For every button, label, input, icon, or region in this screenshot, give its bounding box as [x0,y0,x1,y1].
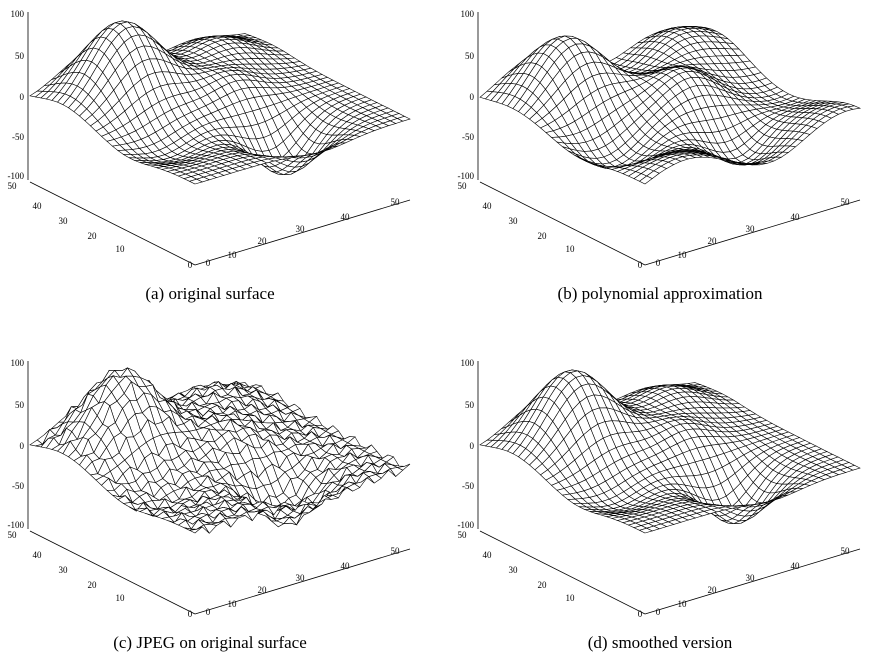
y-tick-label: 0 [188,260,193,270]
x-tick-label: 0 [206,607,211,617]
z-tick-label: -50 [12,481,24,491]
y-tick-label: 20 [538,580,548,590]
y-tick-label: 30 [509,216,519,226]
x-tick-label: 10 [678,599,688,609]
y-tick-label: 40 [33,201,43,211]
z-tick-label: 0 [20,92,25,102]
y-tick-label: 20 [88,231,98,241]
z-tick-label: -50 [462,481,474,491]
y-tick-label: 40 [483,550,493,560]
x-tick-label: 10 [678,250,688,260]
x-tick-label: 50 [841,197,851,207]
panel: 100500-50-1005040302010001020304050(c) J… [8,358,411,652]
z-tick-label: -50 [462,132,474,142]
panel: 100500-50-1005040302010001020304050(d) s… [458,358,861,652]
x-tick-label: 50 [391,197,401,207]
z-tick-label: 0 [470,441,475,451]
y-tick-label: 50 [458,181,468,191]
x-tick-label: 30 [296,573,306,583]
z-tick-label: -100 [8,171,25,181]
y-tick-label: 10 [116,593,126,603]
y-tick-label: 0 [638,609,643,619]
z-tick-label: 0 [20,441,25,451]
z-tick-label: 100 [461,358,475,368]
x-tick-label: 20 [258,236,268,246]
x-tick-label: 10 [228,250,238,260]
z-tick-label: 50 [15,51,25,61]
x-tick-label: 30 [296,224,306,234]
y-axis [30,531,195,614]
x-tick-label: 30 [746,573,756,583]
y-tick-label: 50 [8,530,18,540]
y-tick-label: 10 [116,244,126,254]
y-tick-label: 30 [509,565,519,575]
z-tick-label: 50 [15,400,25,410]
figure: 100500-50-1005040302010001020304050(a) o… [0,0,875,656]
panel: 100500-50-1005040302010001020304050(b) p… [458,9,861,303]
y-tick-label: 20 [538,231,548,241]
x-tick-label: 50 [391,546,401,556]
z-tick-label: -50 [12,132,24,142]
caption: (d) smoothed version [588,633,733,652]
x-tick-label: 0 [206,258,211,268]
y-axis [480,531,645,614]
y-axis [480,182,645,265]
z-tick-label: 100 [461,9,475,19]
x-tick-label: 10 [228,599,238,609]
z-tick-label: 50 [465,51,475,61]
y-tick-label: 0 [638,260,643,270]
surface [30,368,410,533]
y-tick-label: 40 [33,550,43,560]
y-tick-label: 10 [566,244,576,254]
z-tick-label: -100 [8,520,25,530]
x-tick-label: 40 [341,212,351,222]
x-tick-label: 40 [341,561,351,571]
z-tick-label: 100 [11,358,25,368]
surface [480,370,860,533]
x-tick-label: 40 [791,561,801,571]
z-tick-label: -100 [458,171,475,181]
surface [480,26,860,184]
y-tick-label: 30 [59,565,69,575]
caption: (c) JPEG on original surface [113,633,307,652]
y-tick-label: 20 [88,580,98,590]
y-tick-label: 40 [483,201,493,211]
x-tick-label: 20 [258,585,268,595]
z-tick-label: 50 [465,400,475,410]
z-tick-label: -100 [458,520,475,530]
caption: (a) original surface [145,284,274,303]
y-tick-label: 50 [8,181,18,191]
x-tick-label: 50 [841,546,851,556]
surface [30,21,410,184]
y-tick-label: 0 [188,609,193,619]
x-tick-label: 40 [791,212,801,222]
y-axis [30,182,195,265]
panel: 100500-50-1005040302010001020304050(a) o… [8,9,411,303]
x-tick-label: 0 [656,607,661,617]
caption: (b) polynomial approximation [558,284,763,303]
z-tick-label: 0 [470,92,475,102]
x-tick-label: 20 [708,236,718,246]
z-tick-label: 100 [11,9,25,19]
x-tick-label: 0 [656,258,661,268]
x-tick-label: 30 [746,224,756,234]
y-tick-label: 10 [566,593,576,603]
x-tick-label: 20 [708,585,718,595]
y-tick-label: 30 [59,216,69,226]
y-tick-label: 50 [458,530,468,540]
